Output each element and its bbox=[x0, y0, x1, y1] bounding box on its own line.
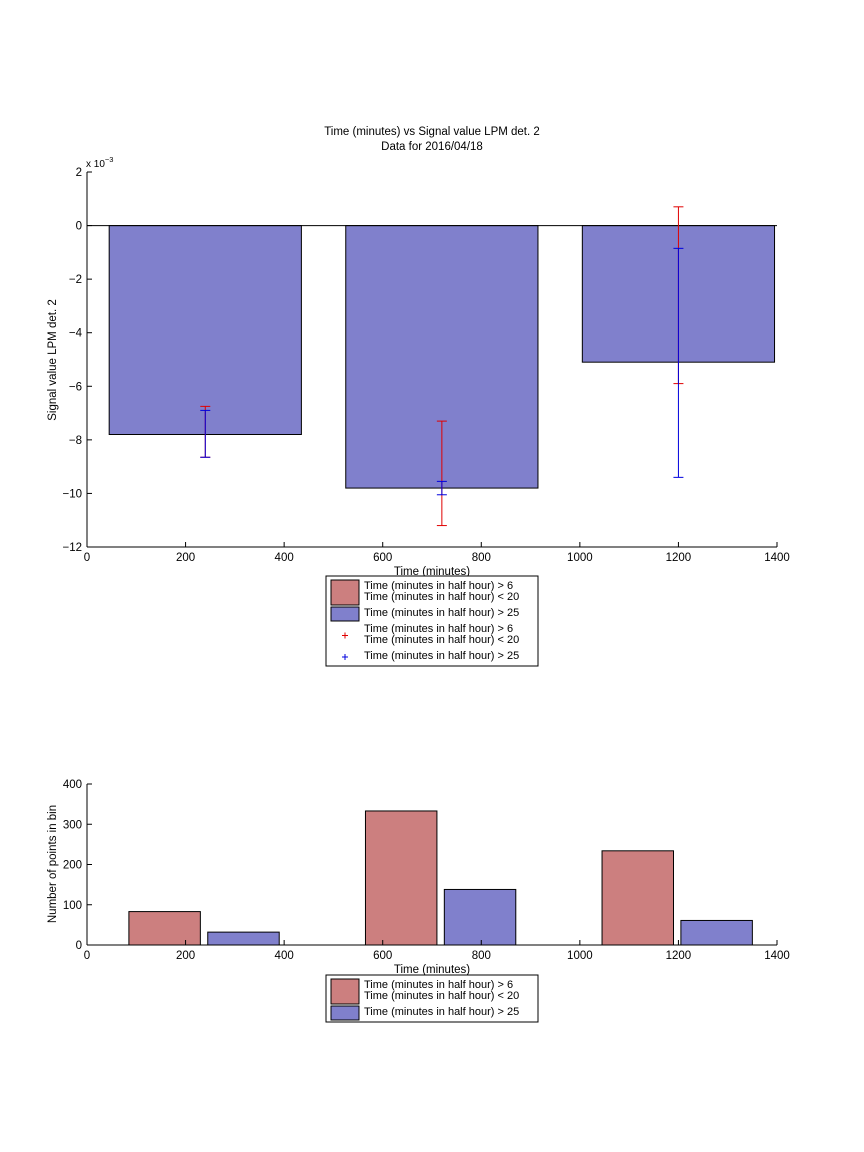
bar bbox=[207, 931, 280, 946]
x-tick-label: 200 bbox=[176, 552, 195, 564]
chart-title: Time (minutes) vs Signal value LPM det. … bbox=[324, 126, 540, 138]
y-tick-label: −12 bbox=[62, 542, 82, 554]
legend-swatch bbox=[330, 978, 360, 1005]
legend-label: Time (minutes in half hour) < 20 bbox=[364, 634, 519, 646]
legend-swatch bbox=[330, 606, 360, 622]
bar bbox=[443, 888, 517, 946]
x-tick-label: 600 bbox=[373, 552, 392, 564]
legend-label: Time (minutes in half hour) > 6 bbox=[364, 979, 513, 991]
y-axis-exponent: x 10−3 bbox=[86, 155, 113, 170]
x-tick-label: 1400 bbox=[764, 950, 790, 962]
legend-label: Time (minutes in half hour) > 6 bbox=[364, 580, 513, 592]
legend-label: Time (minutes in half hour) > 25 bbox=[364, 607, 519, 619]
y-tick-label: 2 bbox=[76, 167, 82, 179]
legend-label: Time (minutes in half hour) > 25 bbox=[364, 650, 519, 662]
legend-box bbox=[325, 575, 539, 667]
x-tick-label: 200 bbox=[176, 950, 195, 962]
y-tick-label: −6 bbox=[69, 381, 82, 393]
x-tick-label: 1400 bbox=[764, 552, 790, 564]
y-tick-label: 100 bbox=[63, 900, 82, 912]
x-tick-label: 1200 bbox=[666, 552, 692, 564]
x-tick-label: 1200 bbox=[666, 950, 692, 962]
legend-label: Time (minutes in half hour) > 6 bbox=[364, 623, 513, 635]
bar bbox=[108, 225, 302, 435]
legend-swatch bbox=[330, 579, 360, 606]
x-tick-label: 400 bbox=[275, 552, 294, 564]
legend-label: Time (minutes in half hour) < 20 bbox=[364, 591, 519, 603]
chart-subtitle: Data for 2016/04/18 bbox=[381, 141, 483, 153]
exponent-base: x 10 bbox=[86, 159, 105, 170]
exponent-power: −3 bbox=[105, 155, 114, 164]
y-axis-label: Number of points in bin bbox=[47, 805, 59, 923]
bar bbox=[128, 911, 201, 946]
y-tick-label: −10 bbox=[62, 488, 82, 500]
legend-box bbox=[325, 974, 539, 1023]
signal-chart: Time (minutes) vs Signal value LPM det. … bbox=[47, 126, 790, 667]
x-tick-label: 0 bbox=[84, 552, 90, 564]
y-tick-label: 0 bbox=[76, 221, 82, 233]
y-tick-label: 300 bbox=[63, 819, 82, 831]
y-tick-label: −8 bbox=[69, 435, 82, 447]
y-tick-label: 0 bbox=[76, 940, 82, 952]
x-axis-label: Time (minutes) bbox=[394, 964, 470, 976]
y-tick-label: −2 bbox=[69, 274, 82, 286]
y-axis-label: Signal value LPM det. 2 bbox=[47, 299, 59, 420]
y-tick-label: 200 bbox=[63, 860, 82, 872]
x-tick-label: 0 bbox=[84, 950, 90, 962]
bar bbox=[364, 810, 438, 946]
bar bbox=[680, 919, 753, 946]
bar bbox=[601, 850, 674, 946]
x-tick-label: 600 bbox=[373, 950, 392, 962]
x-tick-label: 800 bbox=[472, 552, 491, 564]
legend-label: Time (minutes in half hour) > 25 bbox=[364, 1006, 519, 1018]
x-tick-label: 400 bbox=[275, 950, 294, 962]
y-tick-label: −4 bbox=[69, 328, 83, 340]
x-tick-label: 1000 bbox=[567, 950, 593, 962]
x-axis-label: Time (minutes) bbox=[394, 566, 470, 578]
x-tick-label: 800 bbox=[472, 950, 491, 962]
legend-label: Time (minutes in half hour) < 20 bbox=[364, 990, 519, 1002]
x-tick-label: 1000 bbox=[567, 552, 593, 564]
legend-swatch bbox=[330, 1005, 360, 1021]
count-chart: 0 200 400 600 800 1000 1200 1400 0 100 200 300 400 T… bbox=[47, 779, 790, 1023]
y-tick-label: 400 bbox=[63, 779, 82, 791]
